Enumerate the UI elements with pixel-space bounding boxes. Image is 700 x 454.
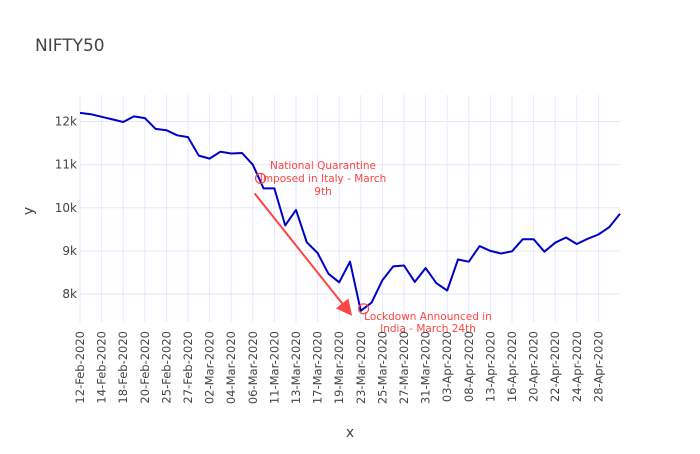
annotation-india-line: Lockdown Announced in <box>364 311 492 323</box>
x-tick-label: 19-Mar-2020 <box>332 331 346 404</box>
annotation-india-text: Lockdown Announced in India - March 24th <box>364 311 492 335</box>
y-tick-label: 8k <box>62 287 77 301</box>
x-tick-label: 13-Apr-2020 <box>483 331 497 402</box>
x-tick-label: 04-Mar-2020 <box>224 331 238 404</box>
annotation-india-line: India - March 24th <box>380 323 476 335</box>
annotation-italy-line: Imposed in Italy - March <box>260 173 387 185</box>
series-line <box>79 111 621 312</box>
x-tick-label: 20-Feb-2020 <box>138 331 152 404</box>
annotation-italy-line: National Quarantine <box>270 160 376 172</box>
x-axis-label: x <box>346 425 354 441</box>
series-layer <box>79 111 621 312</box>
x-tick-label: 27-Mar-2020 <box>397 331 411 404</box>
x-tick-label: 20-Apr-2020 <box>527 331 541 402</box>
x-tick-label: 28-Apr-2020 <box>591 331 605 402</box>
x-tick-label: 13-Mar-2020 <box>289 331 303 404</box>
gridlines <box>79 95 620 322</box>
x-tick-label: 24-Apr-2020 <box>570 331 584 402</box>
annotation-marker-india <box>358 303 370 315</box>
x-tick-label: 27-Feb-2020 <box>181 331 195 404</box>
x-tick-label: 03-Apr-2020 <box>440 331 454 402</box>
y-tick-label: 10k <box>55 201 77 215</box>
y-tick-label: 11k <box>55 158 77 172</box>
x-tick-label: 17-Mar-2020 <box>311 331 325 404</box>
y-axis-label: y <box>21 207 37 215</box>
annotations: National Quarantine Imposed in Italy - Ma… <box>253 160 492 335</box>
trend-arrow <box>253 192 353 316</box>
x-tick-label: 25-Mar-2020 <box>375 331 389 404</box>
x-tick-label: 25-Feb-2020 <box>159 331 173 404</box>
x-tick-label: 16-Apr-2020 <box>505 331 519 402</box>
x-tick-label: 18-Feb-2020 <box>116 331 130 404</box>
x-tick-label: 02-Mar-2020 <box>203 331 217 404</box>
x-tick-label: 06-Mar-2020 <box>246 331 260 404</box>
y-tick-label: 12k <box>55 115 77 129</box>
annotation-marker-italy <box>255 172 267 184</box>
x-tick-label: 23-Mar-2020 <box>354 331 368 404</box>
x-tick-label: 11-Mar-2020 <box>267 331 281 404</box>
annotation-italy-line: 9th <box>314 186 331 198</box>
y-axis-ticks: 8k 9k 10k 11k 12k <box>55 115 77 301</box>
chart-title: NIFTY50 <box>35 36 105 56</box>
x-tick-label: 08-Apr-2020 <box>462 331 476 402</box>
annotation-italy-text: National Quarantine Imposed in Italy - Ma… <box>260 160 387 198</box>
x-tick-label: 22-Apr-2020 <box>548 331 562 402</box>
x-tick-label: 31-Mar-2020 <box>419 331 433 404</box>
x-tick-label: 14-Feb-2020 <box>95 331 109 404</box>
x-tick-label: 12-Feb-2020 <box>73 331 87 404</box>
x-axis-ticks: 12-Feb-2020 14-Feb-2020 18-Feb-2020 20-Feb-… <box>73 331 605 404</box>
y-tick-label: 9k <box>62 244 77 258</box>
